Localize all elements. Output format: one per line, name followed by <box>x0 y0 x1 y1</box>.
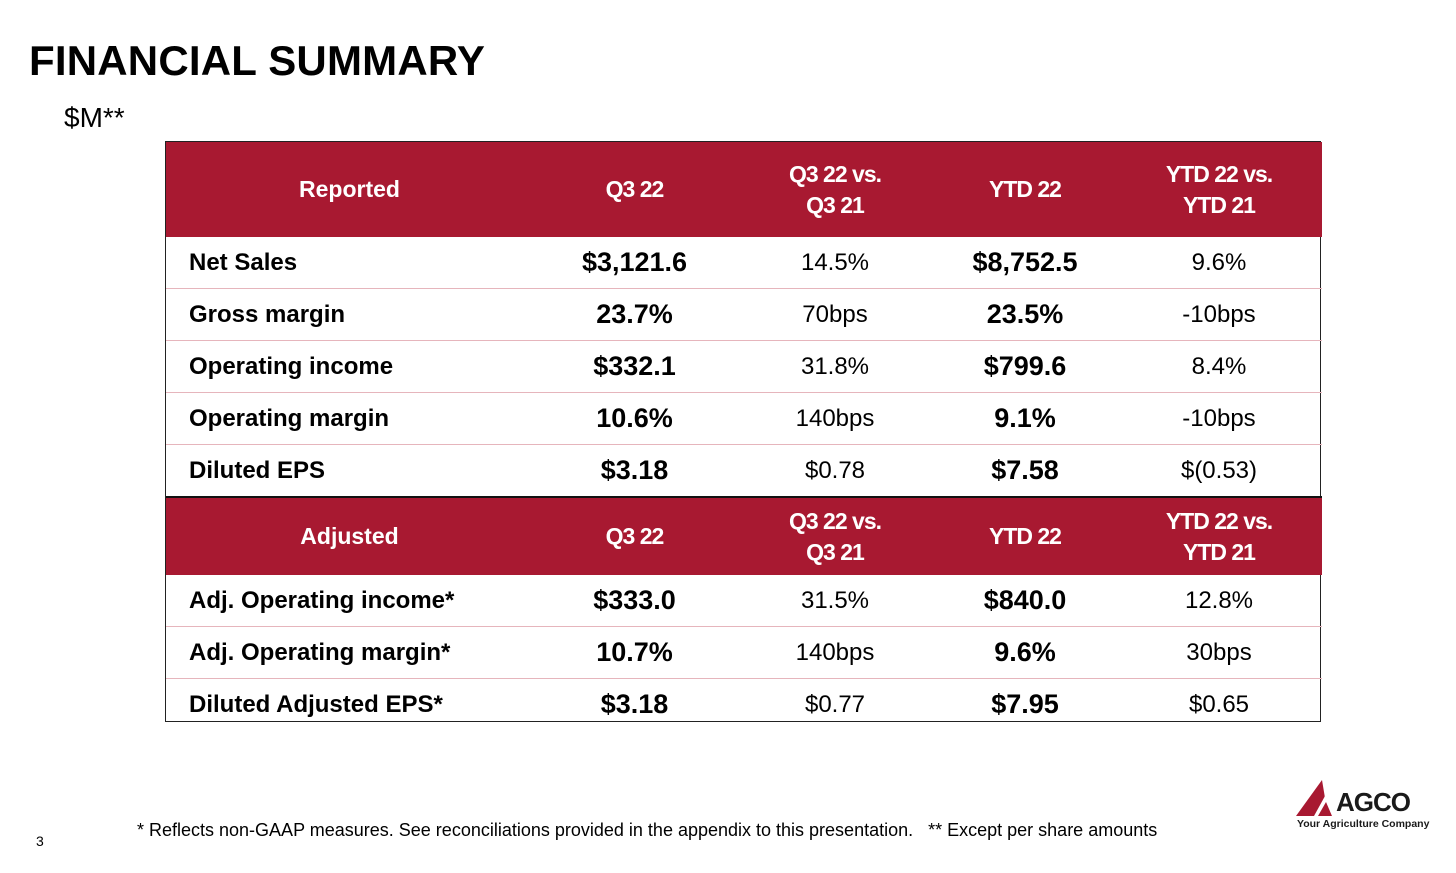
row-label: Adj. Operating income* <box>166 575 533 627</box>
table-cell: 10.7% <box>533 626 736 679</box>
table-cell: 8.4% <box>1116 340 1322 393</box>
page-number: 3 <box>36 833 44 849</box>
row-label: Diluted Adjusted EPS* <box>189 690 443 718</box>
footnote: * Reflects non-GAAP measures. See reconc… <box>137 820 1158 840</box>
table-cell: 70bps <box>736 288 934 341</box>
table-cell: $799.6 <box>934 340 1116 393</box>
agco-triangle-icon <box>1296 780 1334 816</box>
table-cell: 10.6% <box>533 392 736 445</box>
table-cell: 140bps <box>736 392 934 445</box>
financial-summary-table: Reported Q3 22 Q3 22 vs. Q3 21 YTD 22 YTD 22… <box>165 141 1322 722</box>
units-label: $M** <box>64 102 125 133</box>
table-cell: 9.6% <box>1116 237 1322 289</box>
table-cell: $(0.53) <box>1180 456 1258 484</box>
table-row: Diluted EPS $3.18 $0.78 $7.58 $(0.53) <box>166 445 1322 498</box>
adjusted-header-cell: Q3 22 vs. Q3 21 <box>736 497 934 575</box>
adjusted-header-cell: Q3 22 <box>533 497 736 575</box>
table-cell: $3.18 <box>600 455 669 485</box>
agco-logo: AGCO Your Agriculture Company <box>1294 778 1436 834</box>
table-cell: $840.0 <box>934 575 1116 627</box>
table-row: Diluted Adjusted EPS* $3.18 $0.77 $7.95 $0.6… <box>166 679 1322 731</box>
table-cell: $0.65 <box>1188 690 1250 718</box>
table-cell: $7.58 <box>991 455 1059 485</box>
table-cell: $0.78 <box>804 456 866 484</box>
table-cell: -10bps <box>1116 392 1322 445</box>
table-cell: 12.8% <box>1116 575 1322 627</box>
adjusted-header-cell: YTD 22 <box>934 497 1116 575</box>
table-cell: $0.77 <box>804 690 866 718</box>
table-cell: 31.5% <box>736 575 934 627</box>
table-cell: 23.7% <box>533 288 736 341</box>
row-label: Operating margin <box>166 392 533 445</box>
table-cell: 31.8% <box>736 340 934 393</box>
row-label: Diluted EPS <box>189 456 326 484</box>
table-row: Adj. Operating margin* 10.7% 140bps 9.6% 30b… <box>166 626 1322 679</box>
row-label: Gross margin <box>166 288 533 341</box>
table-cell: $333.0 <box>533 575 736 627</box>
table-row: Operating margin 10.6% 140bps 9.1% -10bps <box>166 392 1322 445</box>
table-cell: $8,752.5 <box>934 237 1116 289</box>
table-cell: $7.95 <box>991 689 1059 719</box>
adjusted-header-cell: YTD 22 vs. YTD 21 <box>1116 497 1322 575</box>
reported-header-cell: Q3 22 <box>533 142 736 237</box>
table-row: Net Sales $3,121.6 14.5% $8,752.5 9.6% <box>166 237 1322 289</box>
row-label: Net Sales <box>166 237 533 289</box>
table-cell: 14.5% <box>736 237 934 289</box>
table-cell: 140bps <box>736 626 934 679</box>
row-label: Adj. Operating margin* <box>166 626 533 679</box>
table-cell: -10bps <box>1116 288 1322 341</box>
reported-header-cell: YTD 22 <box>934 142 1116 237</box>
row-label: Operating income <box>166 340 533 393</box>
reported-header-row: Reported Q3 22 Q3 22 vs. Q3 21 YTD 22 YTD 22… <box>166 142 1322 237</box>
table-cell: $3,121.6 <box>533 237 736 289</box>
reported-header-cell: YTD 22 vs. YTD 21 <box>1116 142 1322 237</box>
table-row: Gross margin 23.7% 70bps 23.5% -10bps <box>166 288 1322 341</box>
table-cell: $3.18 <box>600 689 669 719</box>
reported-header-cell: Reported <box>166 142 533 237</box>
logo-tagline: Your Agriculture Company <box>1297 818 1430 830</box>
reported-header-cell: Q3 22 vs. Q3 21 <box>736 142 934 237</box>
table-cell: $332.1 <box>533 340 736 393</box>
table-cell: 23.5% <box>934 288 1116 341</box>
table-cell: 30bps <box>1116 626 1322 679</box>
table-cell: 9.1% <box>934 392 1116 445</box>
table-cell: 9.6% <box>934 626 1116 679</box>
adjusted-header-cell: Adjusted <box>166 497 533 575</box>
page-title: FINANCIAL SUMMARY <box>29 37 486 84</box>
logo-wordmark: AGCO <box>1336 787 1411 817</box>
table-row: Operating income $332.1 31.8% $799.6 8.4% <box>166 340 1322 393</box>
adjusted-header-row: Adjusted Q3 22 Q3 22 vs. Q3 21 YTD 22 YTD 22… <box>166 497 1322 575</box>
table-row: Adj. Operating income* $333.0 31.5% $840.0 1… <box>166 575 1322 627</box>
